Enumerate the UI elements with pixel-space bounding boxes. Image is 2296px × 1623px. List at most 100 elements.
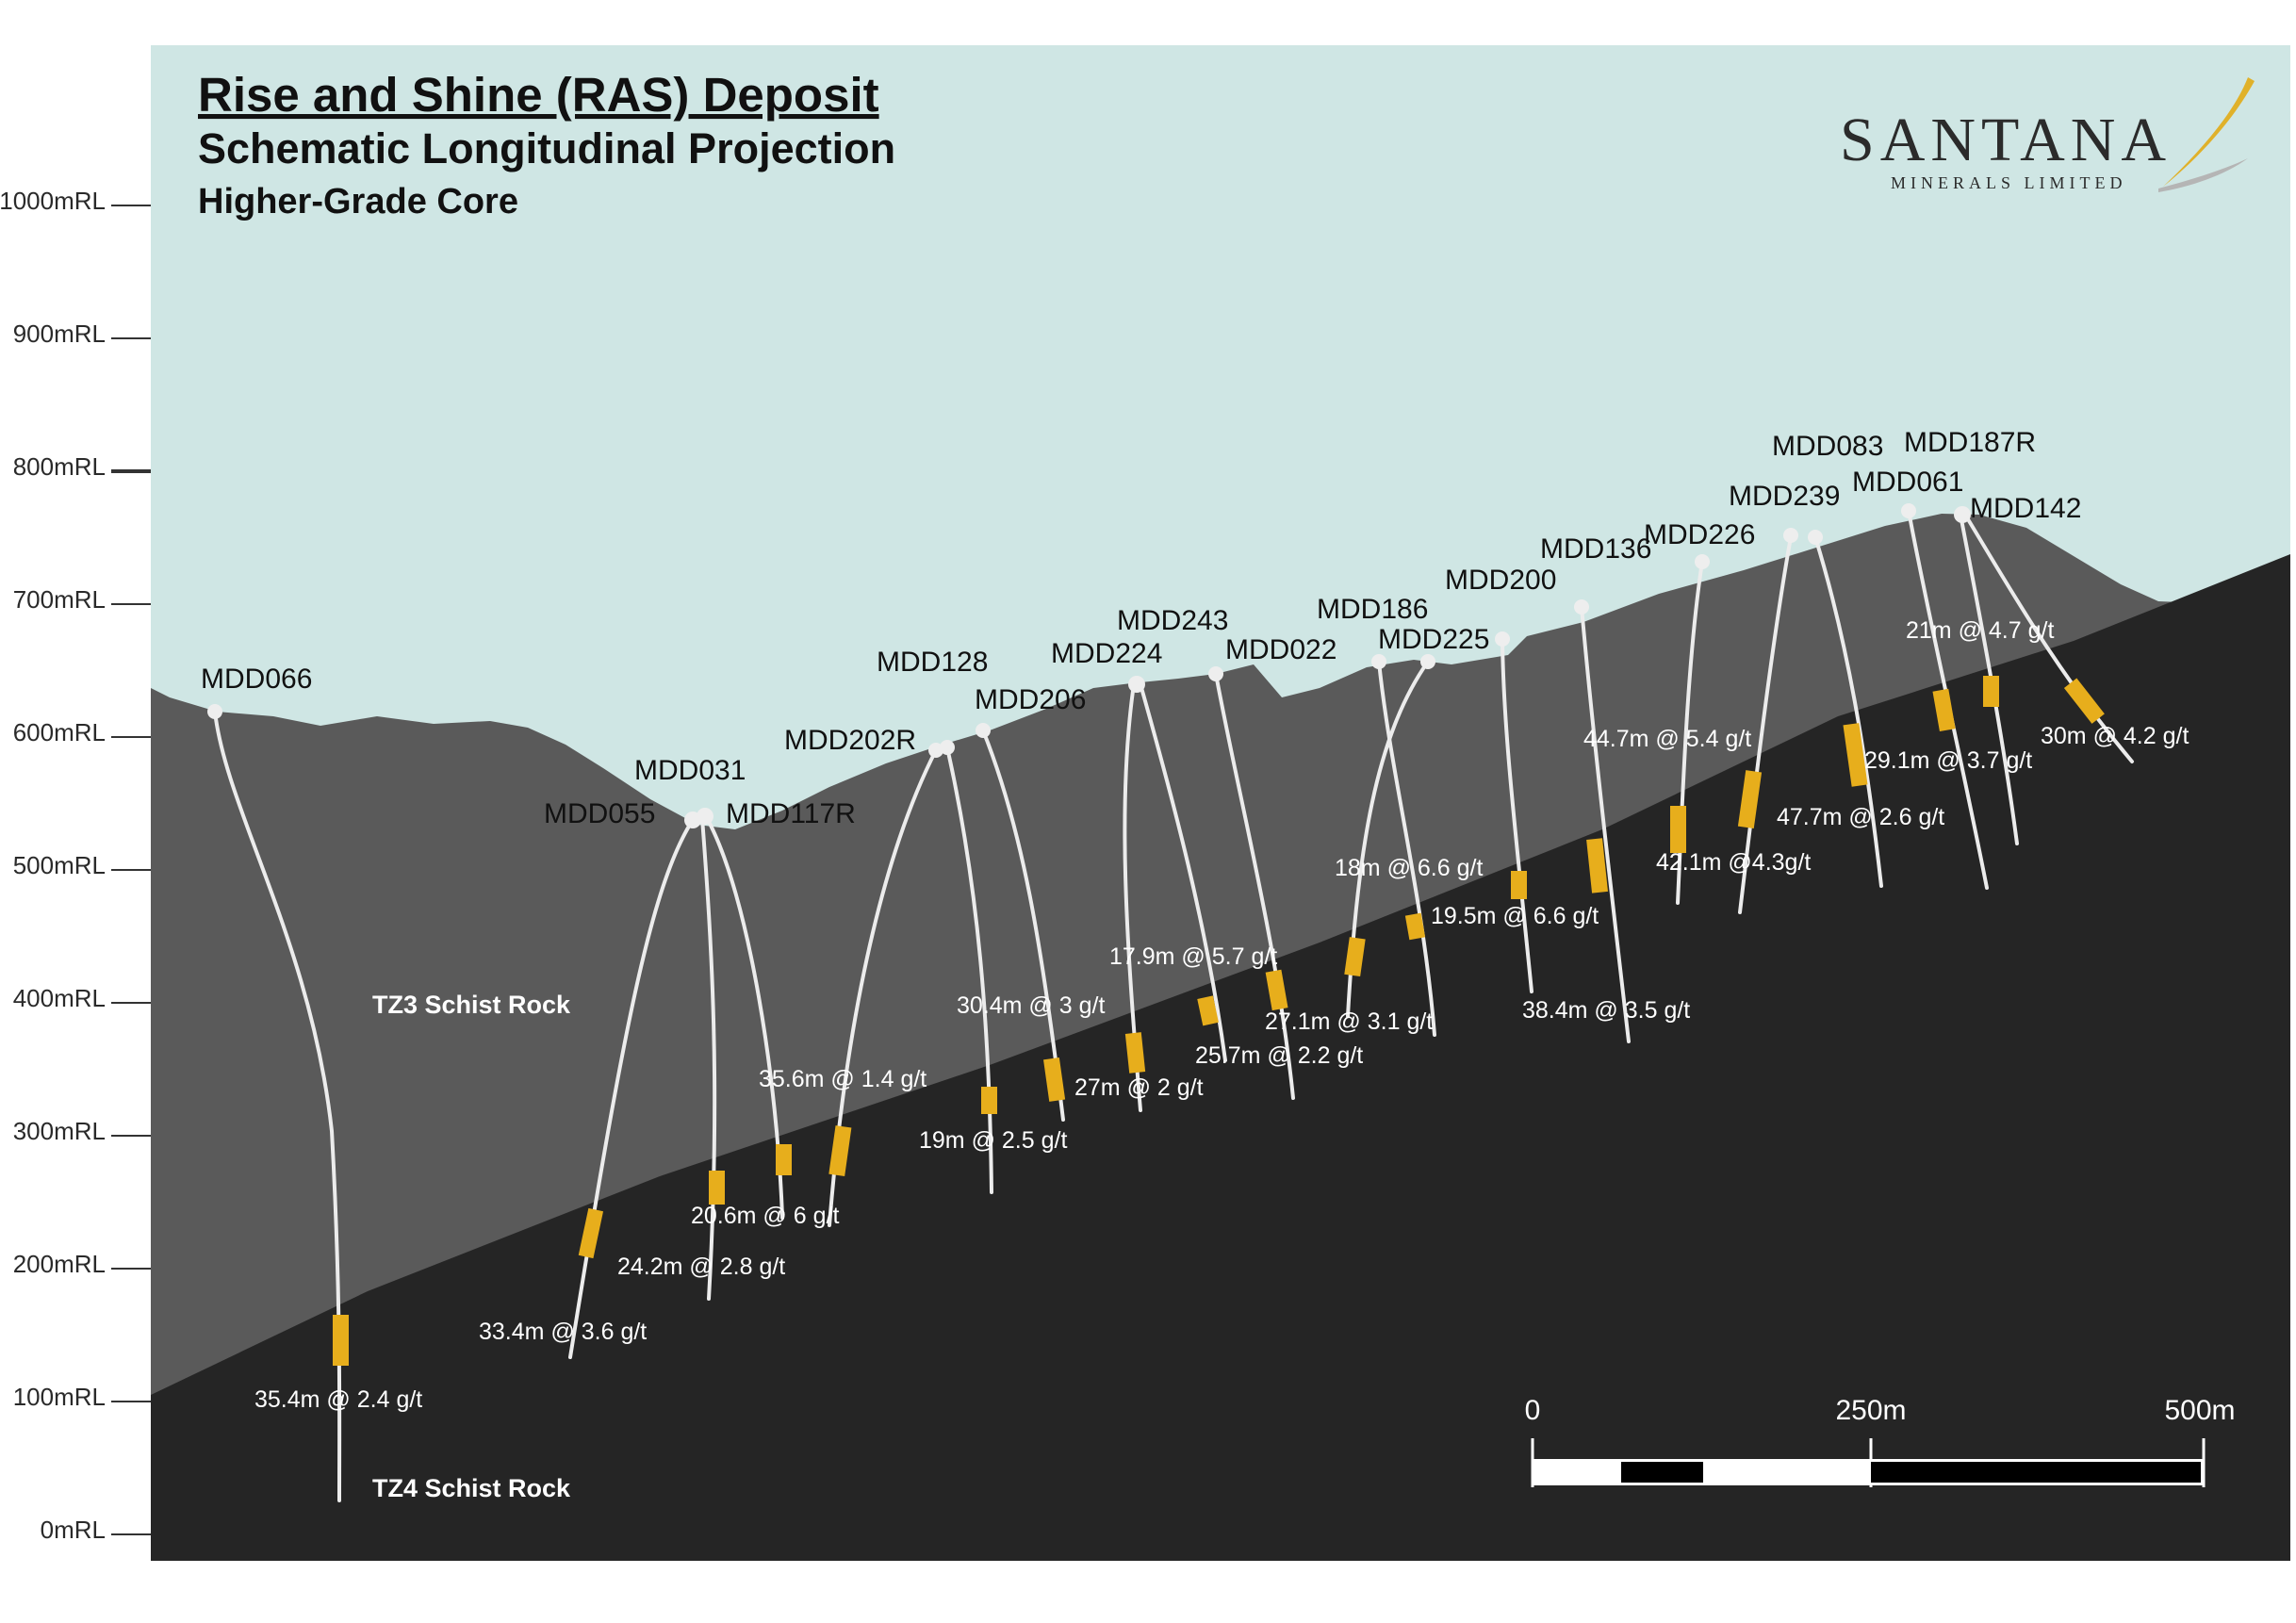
intercept-label-11: 27.1m @ 3.1 g/t (1265, 1008, 1433, 1035)
collar-mdd226 (1695, 554, 1710, 569)
axis-label-300: 300mRL (13, 1117, 106, 1145)
hole-label-mdd022: MDD022 (1225, 634, 1337, 665)
collars (207, 503, 1971, 828)
intercept-label-2: 33.4m @ 3.6 g/t (479, 1319, 647, 1345)
bar-24-2m (709, 1171, 725, 1205)
drill-traces (213, 509, 2134, 1502)
silver-swoosh-icon (2158, 158, 2248, 192)
gold-swoosh-icon (2163, 77, 2255, 187)
trace-mdd083 (1813, 535, 1883, 888)
intercept-label-15: 44.7m @ 5.4 g/t (1583, 726, 1751, 752)
intercept-label-7: 30.4m @ 3 g/t (957, 992, 1105, 1019)
collar-mdd066 (207, 704, 222, 719)
axis-label-700: 700mRL (13, 585, 106, 614)
hole-labels: MDD066 MDD031 MDD055 MDD117R MDD128 MDD2… (201, 427, 2081, 829)
trace-mdd226 (1676, 560, 1704, 905)
hole-label-mdd226: MDD226 (1644, 519, 1755, 550)
trace-mdd022 (1214, 672, 1295, 1100)
scale-label-0: 0 (1525, 1395, 1541, 1426)
intercept-label-3: 24.2m @ 2.8 g/t (617, 1254, 785, 1280)
hole-label-mdd186: MDD186 (1317, 594, 1428, 625)
collar-mdd061 (1901, 503, 1916, 518)
trace-mdd243 (1139, 682, 1227, 1062)
bar-18m (1404, 912, 1426, 941)
bar-29-1m (1932, 688, 1956, 732)
bar-35-4m (333, 1315, 349, 1366)
collar-mdd225 (1420, 654, 1435, 669)
intercept-label-17: 47.7m @ 2.6 g/t (1777, 804, 1944, 830)
intercept-label-1: 35.4m @ 2.4 g/t (254, 1386, 422, 1413)
scale-segment-2 (1871, 1462, 2201, 1483)
intercept-label-10: 25.7m @ 2.2 g/t (1195, 1042, 1363, 1069)
bar-21m (1983, 676, 1999, 707)
collar-mdd186 (1371, 654, 1386, 669)
bar-27-1m (1344, 937, 1366, 977)
hole-label-mdd061: MDD061 (1852, 467, 1963, 498)
title-sub: Schematic Longitudinal Projection (198, 124, 895, 172)
logo: SANTANA MINERALS LIMITED (1840, 77, 2255, 192)
collar-mdd206 (976, 723, 991, 738)
scale-segment-1 (1621, 1462, 1703, 1483)
bar-30-4m (1043, 1057, 1066, 1102)
collar-mdd200 (1495, 631, 1510, 647)
hole-label-mdd136: MDD136 (1540, 533, 1651, 565)
intercept-label-14: 38.4m @ 3.5 g/t (1522, 997, 1690, 1024)
trace-mdd066 (213, 710, 342, 1502)
logo-subtitle: MINERALS LIMITED (1891, 173, 2126, 192)
collar-mdd224 (1128, 676, 1145, 693)
hole-label-mdd055: MDD055 (544, 798, 655, 829)
intercept-label-5: 35.6m @ 1.4 g/t (759, 1066, 927, 1092)
bar-20-6m (776, 1144, 792, 1175)
title-core: Higher-Grade Core (198, 182, 518, 221)
rock-label-tz3: TZ3 Schist Rock (372, 991, 571, 1019)
title-main: Rise and Shine (RAS) Deposit (198, 68, 879, 122)
axis-label-800: 800mRL (13, 452, 106, 481)
bar-25-7m (1265, 969, 1288, 1011)
trace-mdd136 (1580, 605, 1631, 1043)
axis-label-900: 900mRL (13, 320, 106, 348)
collar-mdd022 (1208, 666, 1223, 681)
axis-label-600: 600mRL (13, 718, 106, 746)
intercept-label-8: 27m @ 2 g/t (1074, 1074, 1204, 1101)
intercept-labels: 35.4m @ 2.4 g/t 33.4m @ 3.6 g/t 24.2m @ … (254, 617, 2189, 1413)
axis-label-0: 0mRL (41, 1516, 106, 1544)
bar-19-5m (1511, 871, 1527, 899)
intercept-label-13: 19.5m @ 6.6 g/t (1431, 903, 1599, 929)
axis-label-400: 400mRL (13, 984, 106, 1012)
hole-label-mdd083: MDD083 (1772, 431, 1883, 462)
scale-bar: 0 250m 500m (1525, 1395, 2236, 1487)
bar-30m (2063, 678, 2105, 724)
bar-35-6m (828, 1125, 852, 1176)
scale-label-250: 250m (1835, 1395, 1906, 1426)
intercept-bars (333, 676, 2105, 1366)
collar-mdd083 (1808, 530, 1823, 545)
hole-label-mdd187r: MDD187R (1904, 427, 2036, 458)
intercept-label-20: 30m @ 4.2 g/t (2041, 723, 2189, 749)
trace-mdd187r (1959, 513, 2019, 845)
intercept-label-6: 19m @ 2.5 g/t (919, 1127, 1067, 1154)
hole-label-mdd225: MDD225 (1378, 624, 1489, 655)
rock-label-tz4: TZ4 Schist Rock (372, 1474, 571, 1502)
intercept-label-19: 21m @ 4.7 g/t (1906, 617, 2054, 644)
bar-42-1m (1737, 770, 1763, 828)
trace-mdd128 (945, 746, 993, 1194)
hole-label-mdd128: MDD128 (877, 647, 988, 678)
hole-label-mdd202r: MDD202R (784, 725, 916, 756)
hole-label-mdd243: MDD243 (1117, 605, 1228, 636)
collar-mdd136 (1574, 599, 1589, 615)
trace-mdd200 (1501, 637, 1533, 993)
collar-mdd031 (697, 808, 713, 825)
axis-label-100: 100mRL (13, 1383, 106, 1411)
hole-label-mdd239: MDD239 (1729, 481, 1840, 512)
collar-mdd239 (1783, 528, 1798, 543)
trace-mdd061 (1907, 509, 1989, 890)
trace-mdd239 (1738, 535, 1793, 914)
bar-19m (981, 1087, 997, 1114)
axis-label-500: 500mRL (13, 851, 106, 879)
collar-mdd202r (928, 743, 943, 758)
hole-label-mdd142: MDD142 (1970, 493, 2081, 524)
bar-33-4m (578, 1207, 604, 1259)
trace-mdd186 (1377, 660, 1436, 1037)
axis-label-200: 200mRL (13, 1250, 106, 1278)
